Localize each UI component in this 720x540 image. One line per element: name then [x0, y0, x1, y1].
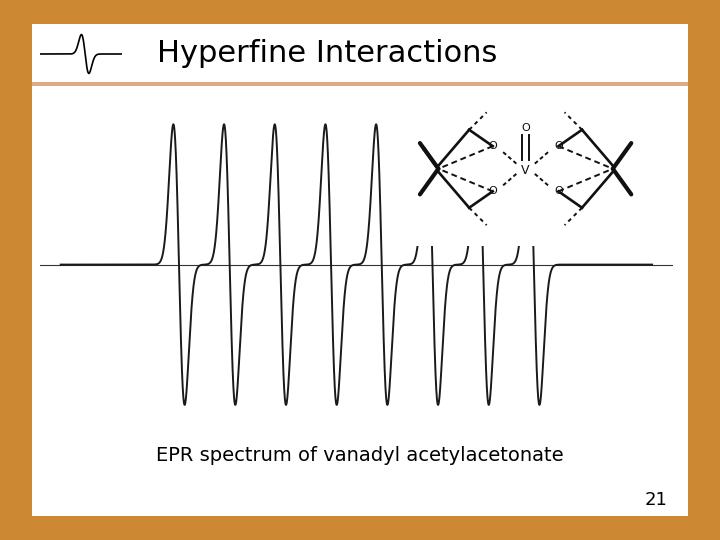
- Text: O: O: [554, 141, 563, 151]
- Text: O: O: [488, 186, 497, 197]
- Text: V: V: [521, 164, 530, 177]
- Text: O: O: [488, 141, 497, 151]
- Text: Hyperfine Interactions: Hyperfine Interactions: [157, 39, 498, 69]
- Text: EPR spectrum of vanadyl acetylacetonate: EPR spectrum of vanadyl acetylacetonate: [156, 446, 564, 464]
- Text: O: O: [521, 123, 530, 133]
- Text: 21: 21: [645, 491, 668, 509]
- Text: O: O: [554, 186, 563, 197]
